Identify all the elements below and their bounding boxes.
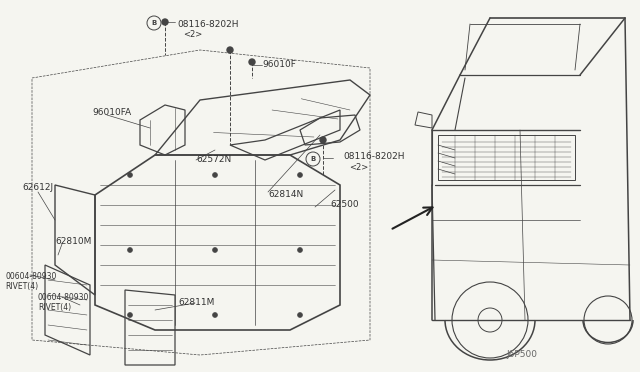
Text: 62811M: 62811M: [178, 298, 214, 307]
Text: B: B: [310, 156, 316, 162]
Circle shape: [212, 247, 218, 253]
Text: 00604-80930: 00604-80930: [38, 293, 90, 302]
Circle shape: [127, 247, 132, 253]
Circle shape: [227, 47, 233, 53]
Text: 00604-80930: 00604-80930: [5, 272, 56, 281]
Circle shape: [212, 312, 218, 317]
Text: B: B: [152, 20, 157, 26]
Text: 62810M: 62810M: [55, 237, 92, 246]
Circle shape: [127, 312, 132, 317]
Text: <2>: <2>: [349, 163, 368, 172]
Text: 08116-8202H: 08116-8202H: [343, 152, 404, 161]
Circle shape: [249, 59, 255, 65]
Text: 96010FA: 96010FA: [92, 108, 131, 117]
Text: <2>: <2>: [183, 30, 202, 39]
Circle shape: [298, 312, 303, 317]
Text: RIVET(4): RIVET(4): [38, 303, 71, 312]
Text: 62572N: 62572N: [196, 155, 231, 164]
Text: 96010F: 96010F: [262, 60, 296, 69]
Text: J6P500: J6P500: [506, 350, 537, 359]
Text: 08116-8202H: 08116-8202H: [177, 20, 239, 29]
Circle shape: [212, 173, 218, 177]
Circle shape: [298, 173, 303, 177]
Circle shape: [162, 19, 168, 25]
Text: RIVET(4): RIVET(4): [5, 282, 38, 291]
Text: 62814N: 62814N: [268, 190, 303, 199]
Circle shape: [320, 137, 326, 143]
Text: 62500: 62500: [330, 200, 358, 209]
Text: 62612J: 62612J: [22, 183, 53, 192]
Circle shape: [298, 247, 303, 253]
Circle shape: [127, 173, 132, 177]
